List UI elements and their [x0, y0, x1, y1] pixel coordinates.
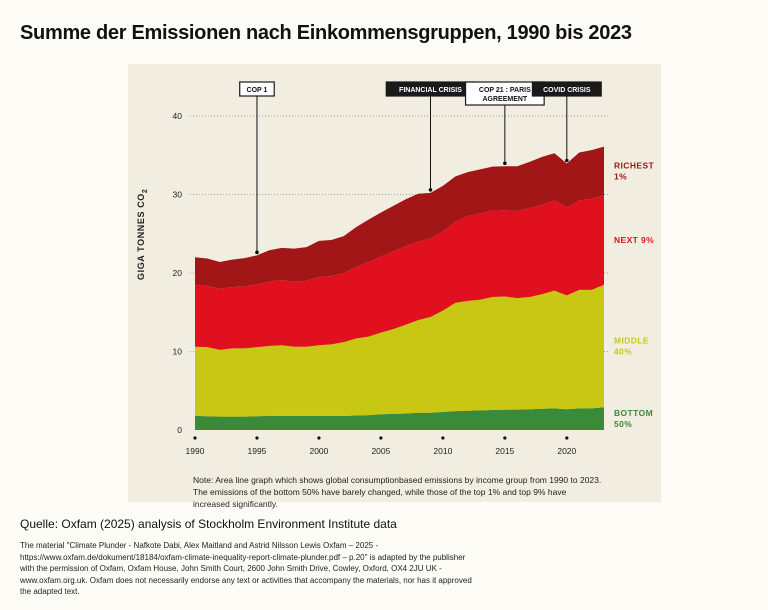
annotation-label-cop-21-paris-agreement: AGREEMENT [482, 96, 527, 103]
series-area-next-9 [195, 195, 604, 350]
y-tick-label-20: 20 [173, 268, 183, 278]
legend-label-richest-share: 1% [614, 171, 627, 181]
legend-label-bottom: BOTTOM [614, 408, 653, 418]
y-tick-label-40: 40 [173, 111, 183, 121]
annotation-label-covid-crisis: COVID CRISIS [543, 87, 591, 94]
y-tick-label-0: 0 [177, 425, 182, 435]
series-area-richest [195, 146, 604, 289]
annotation-label-cop-21-paris-agreement: COP 21 : PARIS [479, 87, 531, 94]
legend-label-middle-share: 40% [614, 347, 632, 357]
x-tick-label-2010: 2010 [433, 446, 452, 456]
y-axis-label-text: GIGA TONNES CO [136, 193, 146, 280]
chart-note: Note: Area line graph which shows global… [193, 475, 602, 509]
annotation-label-cop-1: COP 1 [247, 87, 268, 94]
x-tick-label-2005: 2005 [371, 446, 390, 456]
y-axis-label: GIGA TONNES CO2 [136, 189, 149, 280]
y-tick-label-10: 10 [173, 347, 183, 357]
x-tick-label-2015: 2015 [495, 446, 514, 456]
annotation-label-financial-crisis: FINANCIAL CRISIS [399, 87, 462, 94]
page-title: Summe der Emissionen nach Einkommensgrup… [20, 22, 632, 44]
legend-label-middle: MIDDLE [614, 336, 649, 346]
x-tick-label-1990: 1990 [186, 446, 205, 456]
legend-label-next-9: NEXT 9% [614, 235, 654, 245]
y-tick-label-30: 30 [173, 190, 183, 200]
x-tick-label-1995: 1995 [248, 446, 267, 456]
series-area-bottom [195, 407, 604, 430]
chart-panel: 0 10 20 30 40 1990 1995 2000 2005 2010 2015 2020 BOT… [128, 64, 661, 502]
source-line: Quelle: Oxfam (2025) analysis of Stockho… [20, 517, 397, 531]
credit-text: The material "Climate Plunder - Nafkote … [20, 541, 472, 596]
legend-label-bottom-share: 50% [614, 419, 632, 429]
emissions-area-chart: 0 10 20 30 40 1990 1995 2000 2005 2010 2015 2020 BOT… [173, 81, 655, 456]
legend-label-richest: RICHEST [614, 160, 655, 170]
x-tick-label-2000: 2000 [309, 446, 328, 456]
y-axis-label-subscript: 2 [141, 188, 149, 194]
series-area-middle [195, 284, 604, 417]
x-tick-label-2020: 2020 [557, 446, 576, 456]
